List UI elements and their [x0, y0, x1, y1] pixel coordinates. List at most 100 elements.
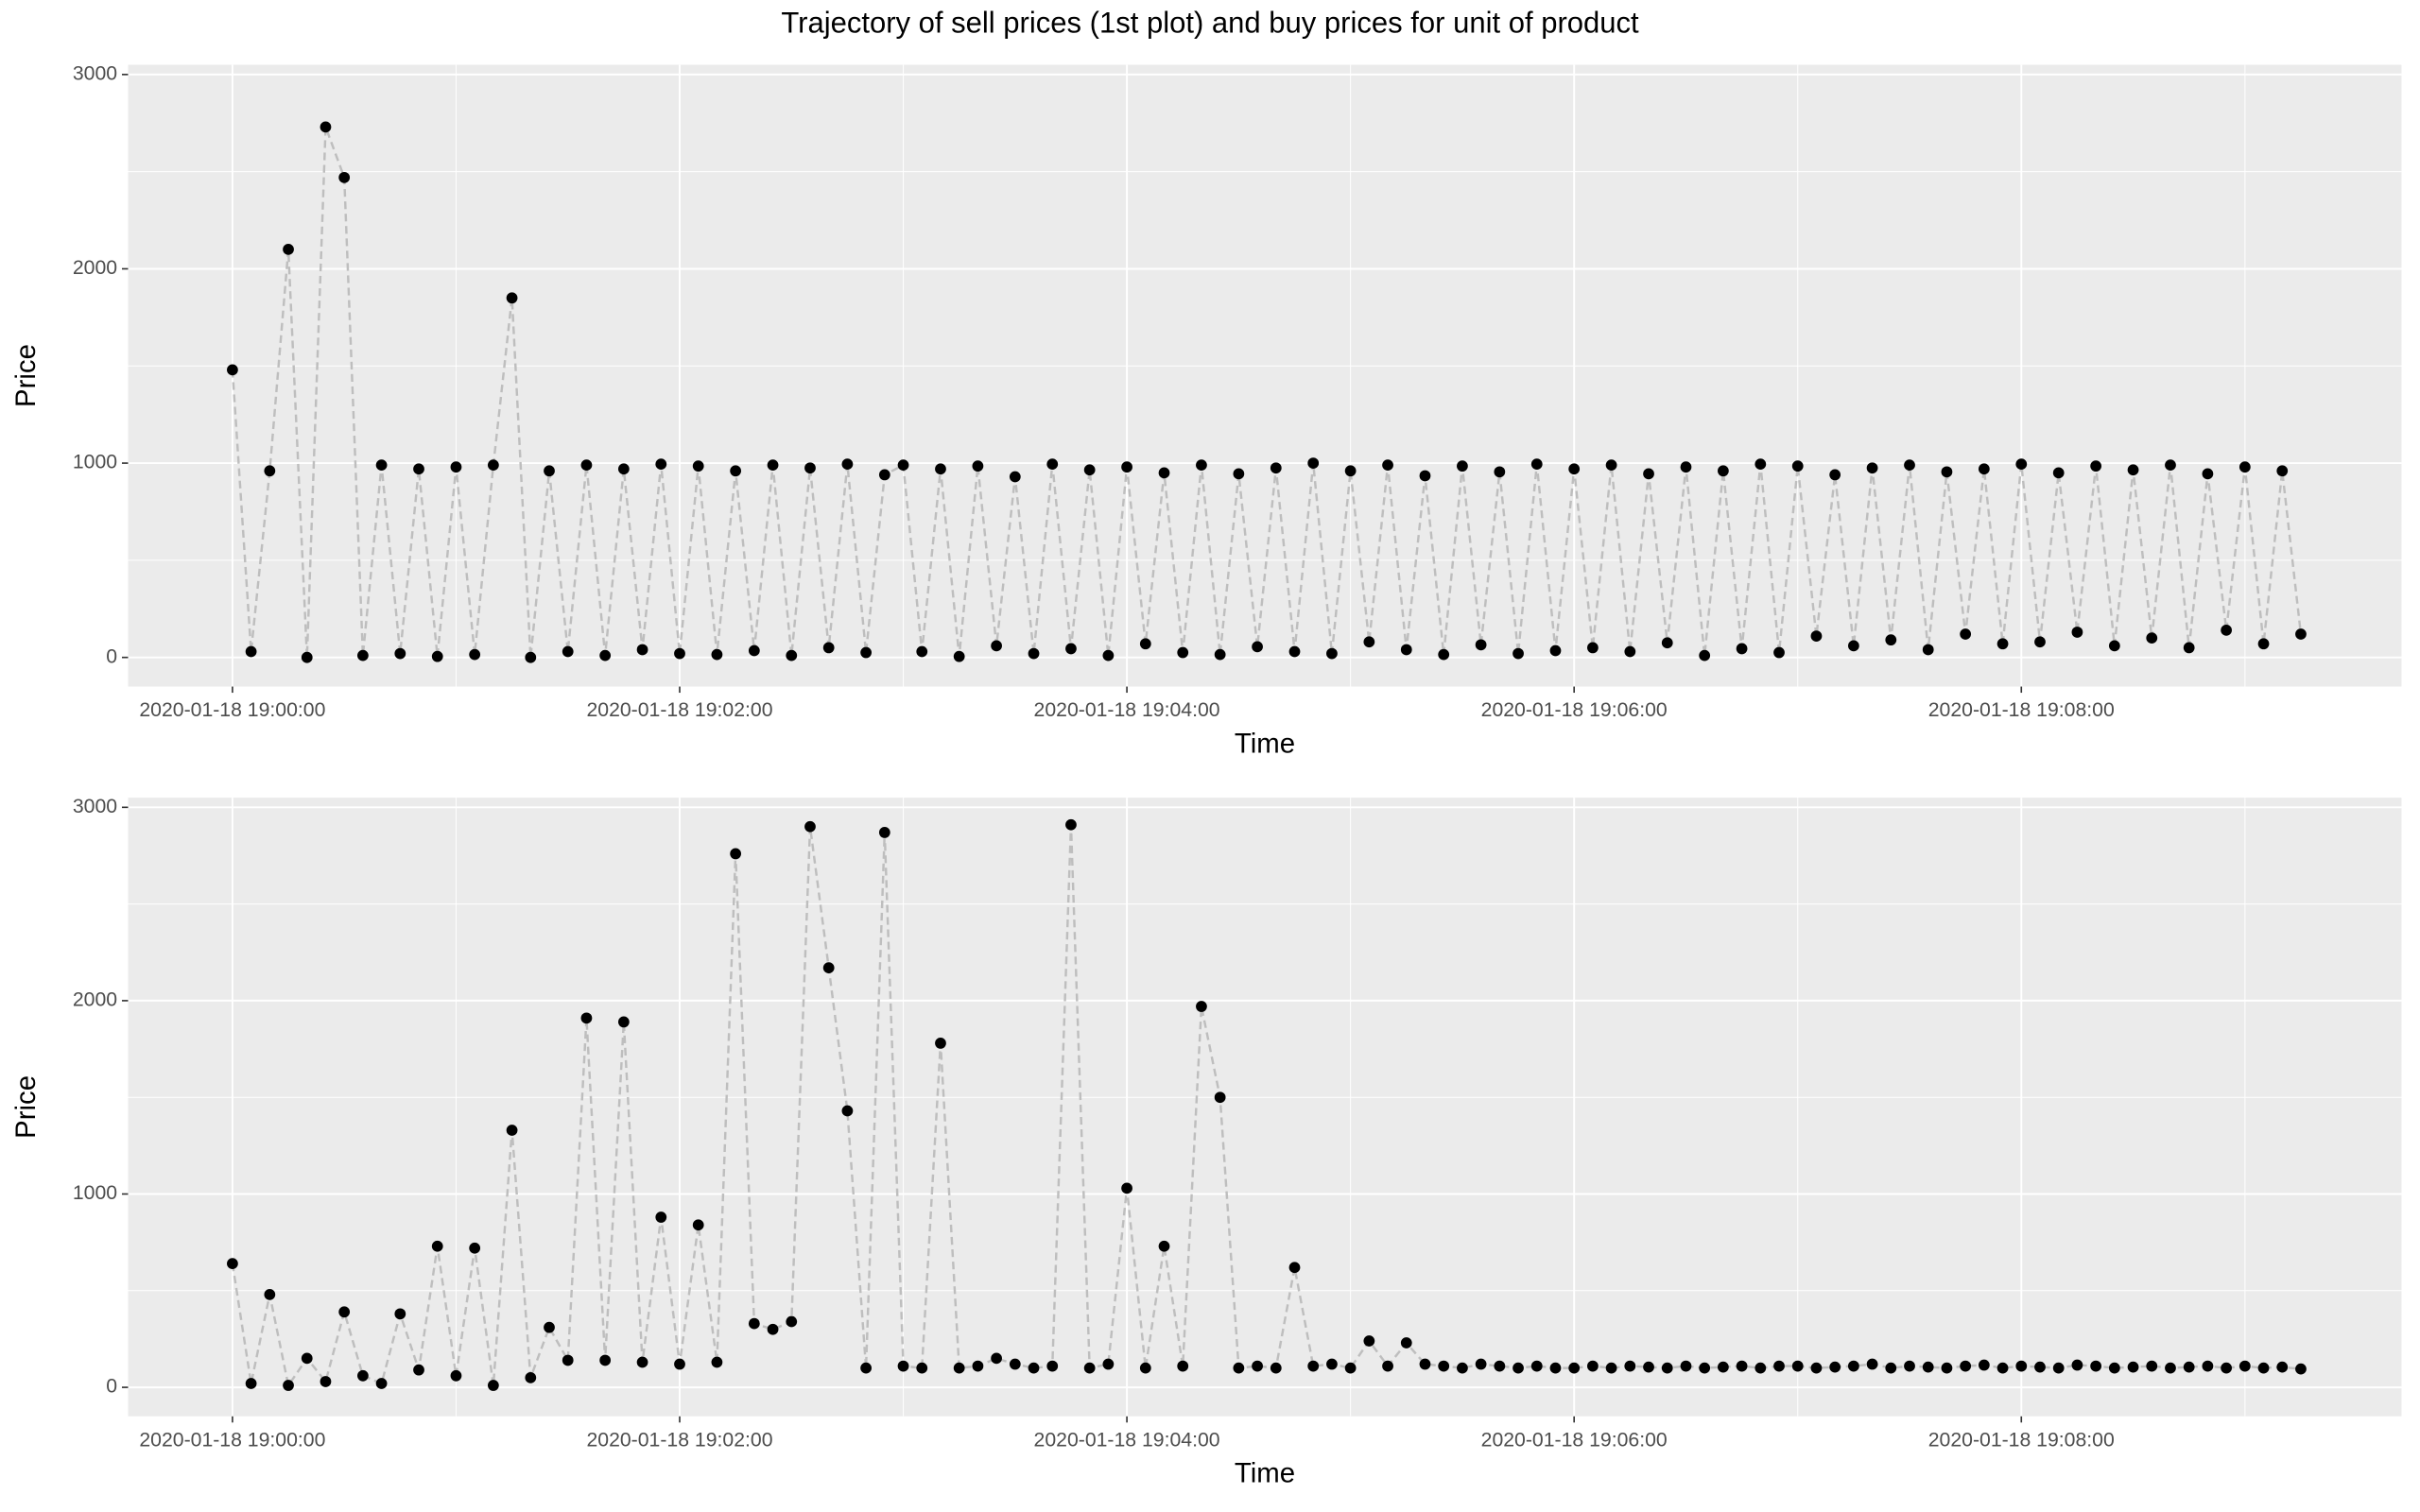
price-point [655, 458, 667, 470]
price-point [711, 648, 723, 661]
price-point [580, 459, 593, 472]
price-point [1363, 1335, 1375, 1347]
price-point [1643, 468, 1654, 480]
price-point [692, 1219, 704, 1231]
price-point [1530, 458, 1543, 470]
price-point [1530, 1360, 1543, 1372]
price-point [2127, 1361, 2139, 1373]
price-point [320, 1376, 332, 1387]
price-point [487, 1380, 499, 1391]
price-point [264, 465, 276, 477]
x-tick-label: 2020-01-18 19:00:00 [139, 1430, 325, 1452]
price-point [2183, 642, 2195, 654]
price-point [1885, 1362, 1897, 1374]
price-point [1624, 645, 1636, 658]
price-point [878, 469, 890, 481]
price-point [1549, 1362, 1562, 1374]
price-point [1754, 458, 1767, 470]
price-point [1419, 470, 1431, 482]
price-point [1457, 460, 1468, 472]
x-tick-label: 2020-01-18 19:06:00 [1481, 1430, 1668, 1452]
price-point [1568, 1362, 1581, 1374]
plot-background [128, 798, 2402, 1417]
price-point [1866, 462, 1878, 474]
price-point [450, 461, 462, 473]
price-point [935, 1038, 946, 1049]
price-point [878, 827, 890, 838]
price-point [1699, 1362, 1711, 1374]
price-point [525, 651, 537, 663]
price-point [1307, 1360, 1320, 1372]
price-point [599, 649, 612, 662]
price-point [2034, 636, 2046, 648]
price-point [2071, 627, 2083, 638]
price-point [804, 462, 816, 474]
price-point [413, 463, 424, 475]
price-point [506, 1125, 518, 1136]
price-point [283, 1380, 294, 1391]
price-point [2238, 1360, 2251, 1372]
price-point [1363, 636, 1375, 648]
y-tick-label: 0 [106, 1376, 117, 1398]
price-point [1028, 1362, 1040, 1374]
price-point [580, 1012, 593, 1024]
price-point [450, 1369, 462, 1382]
price-point [525, 1371, 537, 1383]
price-point [2165, 459, 2176, 472]
price-point [730, 465, 742, 477]
price-point [2295, 628, 2307, 640]
price-point [1457, 1362, 1468, 1374]
price-point [2146, 1360, 2158, 1372]
price-point [1960, 628, 1972, 640]
price-point [1718, 1361, 1729, 1373]
price-point [599, 1354, 612, 1366]
price-point [935, 463, 946, 475]
price-point [897, 1360, 909, 1372]
price-point [860, 646, 872, 659]
price-point [1233, 468, 1245, 480]
price-point [1139, 638, 1151, 650]
price-point [1102, 649, 1115, 662]
price-point [357, 1369, 369, 1382]
x-tick-label: 2020-01-18 19:04:00 [1034, 699, 1220, 721]
y-tick-label: 2000 [73, 257, 117, 279]
panel: 0 1000 2000 3000 2020-01-18 19:00:00 2020-01-… [10, 62, 2402, 759]
price-point [1829, 1361, 1841, 1373]
price-point [972, 460, 984, 472]
price-point [617, 463, 630, 475]
price-point [655, 1211, 667, 1223]
price-point [1512, 647, 1524, 660]
price-point [1009, 471, 1021, 483]
price-point [1773, 646, 1785, 659]
price-point [1754, 1362, 1767, 1374]
price-point [562, 645, 574, 658]
y-axis-title: Price [10, 344, 42, 407]
price-point [1885, 634, 1897, 646]
price-point [2108, 1362, 2120, 1374]
price-point [2090, 1360, 2102, 1372]
price-point [227, 1258, 238, 1270]
price-point [2257, 638, 2270, 650]
price-point [1624, 1360, 1636, 1372]
price-point [730, 848, 742, 860]
price-point [1904, 459, 1915, 472]
price-point [2276, 1361, 2289, 1373]
price-point [1252, 641, 1263, 653]
price-point [2221, 1362, 2232, 1374]
y-tick-label: 2000 [73, 989, 117, 1011]
price-point [804, 820, 816, 833]
price-point [1196, 459, 1207, 472]
price-point [1009, 1358, 1021, 1370]
price-point [2127, 464, 2139, 476]
price-point [1438, 1360, 1450, 1372]
price-point [860, 1362, 872, 1374]
price-point [301, 651, 313, 663]
price-point [1139, 1362, 1151, 1374]
price-point [1587, 642, 1599, 654]
price-point [2202, 468, 2214, 480]
price-point [748, 644, 760, 657]
y-tick-label: 0 [106, 645, 117, 667]
price-point [264, 1289, 276, 1300]
price-point [1680, 1360, 1692, 1372]
